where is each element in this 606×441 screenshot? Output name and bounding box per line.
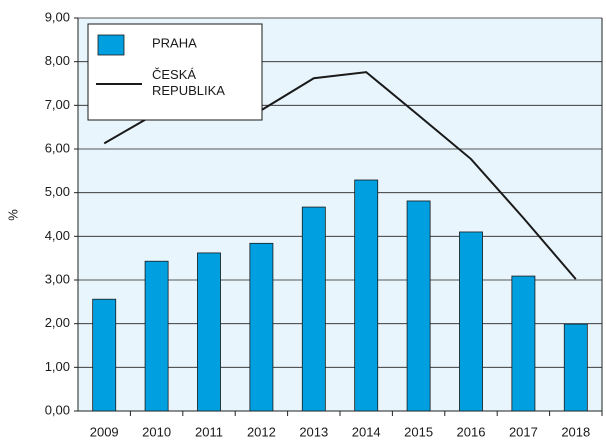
y-tick-label: 9,00 (45, 9, 70, 24)
y-tick-label: 6,00 (45, 140, 70, 155)
bar (354, 179, 379, 412)
x-tick-label: 2015 (404, 424, 433, 439)
y-tick-label: 0,00 (45, 402, 70, 417)
bar (511, 275, 536, 412)
y-tick-label: 3,00 (45, 271, 70, 286)
legend-label: ČESKÁ REPUBLIKA (152, 67, 225, 98)
y-axis-label: % (5, 209, 20, 221)
bar (92, 298, 117, 412)
y-tick-label: 5,00 (45, 184, 70, 199)
x-tick-label: 2016 (457, 424, 486, 439)
x-tick-label: 2014 (352, 424, 381, 439)
x-tick-label: 2011 (195, 424, 223, 439)
y-tick-label: 2,00 (45, 315, 70, 330)
x-tick-label: 2010 (142, 424, 171, 439)
bar (563, 323, 588, 412)
bar (406, 200, 431, 412)
bar (459, 231, 483, 412)
bar (301, 206, 326, 412)
y-tick-label: 1,00 (45, 359, 70, 374)
x-tick-label: 2017 (509, 424, 538, 439)
y-tick-label: 4,00 (45, 228, 70, 243)
x-tick-label: 2012 (247, 424, 276, 439)
bar (249, 242, 274, 412)
legend-swatch (97, 34, 125, 56)
legend-label: PRAHA (152, 35, 197, 50)
bar (197, 252, 221, 412)
y-tick-label: 8,00 (45, 53, 70, 68)
y-tick-label: 7,00 (45, 97, 70, 112)
x-tick-label: 2009 (90, 424, 119, 439)
x-tick-label: 2018 (561, 424, 590, 439)
x-tick-label: 2013 (299, 424, 328, 439)
bar (144, 260, 169, 412)
